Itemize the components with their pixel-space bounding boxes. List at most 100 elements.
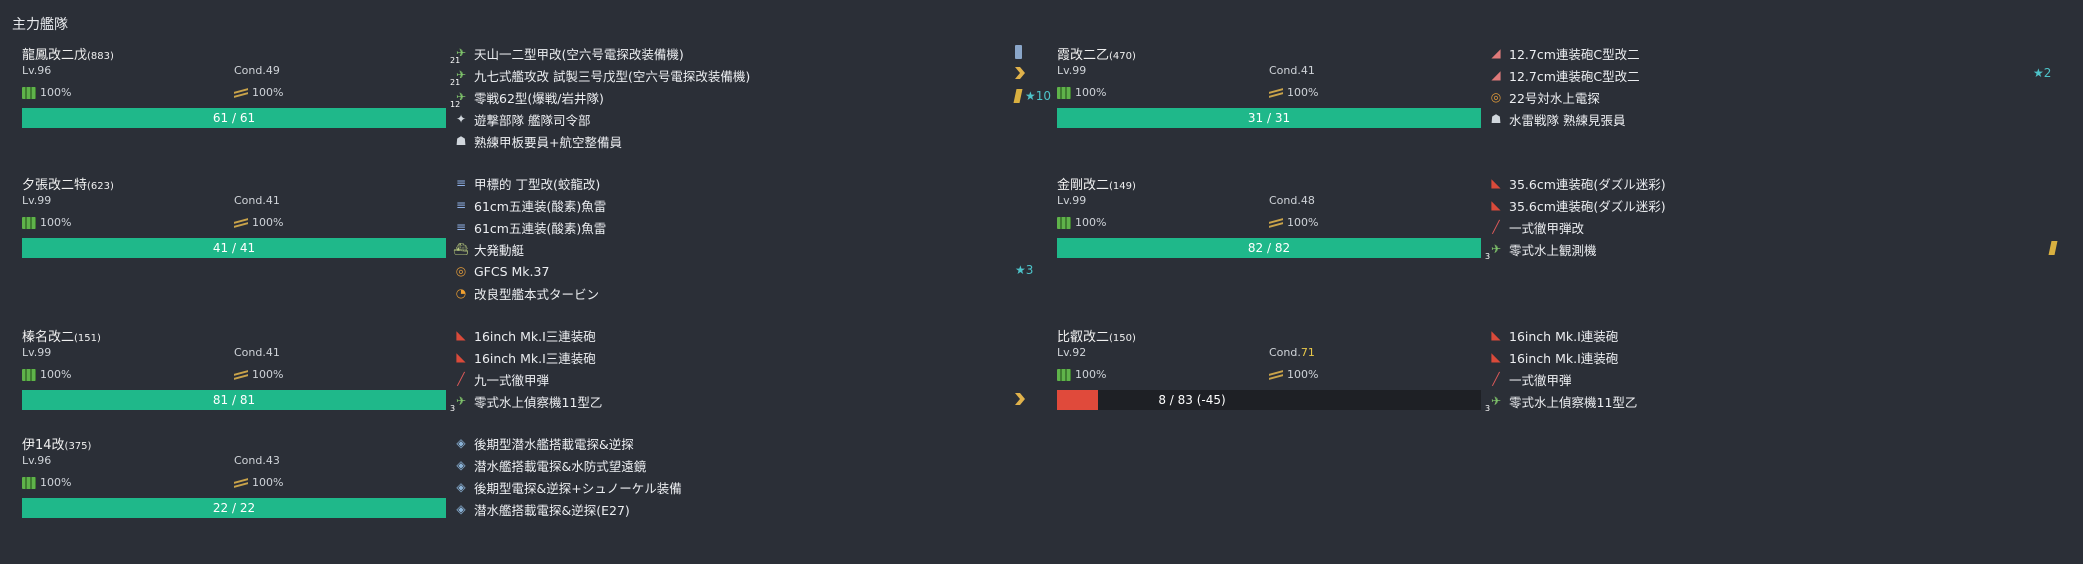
ship-name[interactable]: 伊14改(375) (22, 434, 91, 453)
equipment-name: 熟練甲板要員+航空整備員 (474, 134, 622, 150)
equipment-slot[interactable]: ⛴ 大発動艇 (452, 238, 1052, 260)
equipment-list: ◣ 35.6cm連装砲(ダズル迷彩) ◣ 35.6cm連装砲(ダズル迷彩) ╱ 一式徹甲弾… (1484, 172, 2083, 261)
equipment-name: 16inch Mk.I三連装砲 (474, 328, 596, 344)
equipment-slot[interactable]: ◔ 改良型艦本式タービン (452, 282, 1052, 304)
fuel-icon (1057, 368, 1071, 381)
ship-card[interactable]: 霞改二乙(470) Lv.99 Cond.41 100% 100% 31 / 31 ◢ 12.… (1047, 44, 2083, 174)
equipment-slot[interactable]: ◢ 12.7cm連装砲C型改二 (1487, 42, 2083, 64)
equipment-slot[interactable]: ◈ 後期型電探&逆探+シュノーケル装備 (452, 476, 1052, 498)
shell-icon: ╱ (457, 372, 465, 386)
slot-count: 3 (1484, 404, 1492, 413)
ship-name-text: 龍鳳改二戊 (22, 48, 88, 63)
equipment-name: 61cm五連装(酸素)魚雷 (474, 198, 607, 214)
equipment-extras (2048, 241, 2058, 255)
sonar-icon: ◈ (456, 480, 466, 494)
equipment-slot[interactable]: ◈ 潜水艦搭載電探&水防式望遠鏡 (452, 454, 1052, 476)
ship-name-text: 夕張改二特 (22, 178, 88, 193)
equipment-slot[interactable]: ✈ 21 天山一二型甲改(空六号電探改装備機) (449, 42, 1052, 65)
ship-level: Lv.99 (1057, 64, 1087, 77)
proficiency-icon (1013, 89, 1023, 103)
ammo-value: 100% (252, 86, 284, 99)
fuel-status: 100% (1057, 368, 1106, 381)
ammo-status: 100% (234, 368, 283, 381)
equipment-slot[interactable]: ✈ 3 零式水上偵察機11型乙 (449, 390, 1052, 413)
hp-bar-fill (22, 498, 446, 518)
ship-level: Lv.99 (22, 346, 52, 359)
ship-name-text: 比叡改二 (1057, 330, 1110, 345)
equipment-slot[interactable]: ◣ 16inch Mk.I三連装砲 (452, 346, 1052, 368)
equipment-slot[interactable]: ◎ GFCS Mk.37 ★3 (452, 260, 1052, 282)
ship-name[interactable]: 夕張改二特(623) (22, 174, 114, 193)
ammo-value: 100% (252, 476, 284, 489)
equipment-slot[interactable]: ≡ 甲標的 丁型改(蛟龍改) (452, 172, 1052, 194)
ship-card[interactable]: 夕張改二特(623) Lv.99 Cond.41 100% 100% 41 / 41 ≡ 甲標… (12, 174, 1052, 304)
ship-name[interactable]: 霞改二乙(470) (1057, 44, 1136, 63)
equipment-slot[interactable]: ≡ 61cm五連装(酸素)魚雷 (452, 216, 1052, 238)
slot-count: 21 (449, 56, 462, 65)
equipment-slot[interactable]: ◎ 22号対水上電探 (1487, 86, 2083, 108)
cond-label: Cond. (234, 64, 266, 77)
ship-name[interactable]: 金剛改二(149) (1057, 174, 1136, 193)
equipment-name: 零戦62型(爆戦/岩井隊) (474, 90, 604, 106)
torpedo-icon: ≡ (455, 176, 467, 190)
hp-bar-fill (22, 390, 446, 410)
equipment-name: 後期型電探&逆探+シュノーケル装備 (474, 480, 682, 496)
equipment-extras: ★10 (1013, 89, 1051, 103)
hp-bar-fill (22, 108, 446, 128)
cond-value: 41 (265, 346, 280, 359)
gun-icon: ◢ (1491, 68, 1501, 82)
equipment-slot[interactable]: ✈ 12 零戦62型(爆戦/岩井隊) ★10 (449, 86, 1052, 109)
equipment-slot[interactable]: ╱ 一式徹甲弾改 (1487, 216, 2083, 238)
ship-level: Lv.96 (22, 64, 52, 77)
ship-name[interactable]: 榛名改二(151) (22, 326, 101, 345)
ammo-value: 100% (1287, 86, 1319, 99)
fuel-status: 100% (22, 86, 71, 99)
equipment-name: 12.7cm連装砲C型改二 (1509, 68, 1640, 84)
ammo-status: 100% (234, 216, 283, 229)
equipment-slot[interactable]: ◣ 35.6cm連装砲(ダズル迷彩) (1487, 194, 2083, 216)
equipment-name: 35.6cm連装砲(ダズル迷彩) (1509, 198, 1666, 214)
fuel-status: 100% (22, 476, 71, 489)
equipment-slot[interactable]: ◣ 16inch Mk.I連装砲 (1487, 346, 2083, 368)
ship-level: Lv.99 (22, 194, 52, 207)
ship-name[interactable]: 比叡改二(150) (1057, 326, 1136, 345)
ship-level: Lv.92 (1057, 346, 1087, 359)
ship-card[interactable]: 金剛改二(149) Lv.99 Cond.48 100% 100% 82 / 82 ◣ 35.… (1047, 174, 2083, 304)
equipment-slot[interactable]: ╱ 一式徹甲弾 (1487, 368, 2083, 390)
hp-bar: 8 / 83 (-45) (1057, 390, 1481, 410)
equipment-slot[interactable]: ☗ 水雷戦隊 熟練見張員 (1487, 108, 2083, 130)
equipment-slot[interactable]: ◢ 12.7cm連装砲C型改二 (1487, 64, 2083, 86)
equipment-name: 水雷戦隊 熟練見張員 (1509, 112, 1626, 128)
equipment-slot[interactable]: ✈ 3 零式水上観測機 (1484, 238, 2083, 261)
ship-condition: Cond.41 (234, 194, 280, 207)
ship-card[interactable]: 龍鳳改二戊(883) Lv.96 Cond.49 100% 100% 61 / 61 ✈ 21… (12, 44, 1052, 174)
equipment-slot[interactable]: ◣ 16inch Mk.I連装砲 (1487, 324, 2083, 346)
hp-text: 31 / 31 (1247, 111, 1291, 125)
torpedo-icon: ≡ (455, 220, 467, 234)
ship-condition: Cond.43 (234, 454, 280, 467)
equipment-slot[interactable]: ✈ 3 零式水上偵察機11型乙 (1484, 390, 2083, 413)
ship-level: Lv.99 (1057, 194, 1087, 207)
equipment-slot[interactable]: ✦ 遊撃部隊 艦隊司令部 (452, 108, 1052, 130)
cond-label: Cond. (1269, 194, 1301, 207)
ship-card[interactable]: 榛名改二(151) Lv.99 Cond.41 100% 100% 81 / 81 ◣ 16i… (12, 326, 1052, 456)
equipment-slot[interactable]: ◈ 潜水艦搭載電探&逆探(E27) (452, 498, 1052, 520)
hp-text: 22 / 22 (212, 501, 256, 515)
ship-card[interactable]: 伊14改(375) Lv.96 Cond.43 100% 100% 22 / 22 ◈ 後期型… (12, 434, 1052, 564)
hp-bar: 61 / 61 (22, 108, 446, 128)
equipment-slot[interactable]: ◣ 16inch Mk.I三連装砲 (452, 324, 1052, 346)
crew-icon: ☗ (455, 134, 467, 148)
ship-condition: Cond.41 (234, 346, 280, 359)
equipment-name: 零式水上偵察機11型乙 (1509, 394, 1638, 410)
equipment-slot[interactable]: ≡ 61cm五連装(酸素)魚雷 (452, 194, 1052, 216)
equipment-slot[interactable]: ╱ 九一式徹甲弾 (452, 368, 1052, 390)
ship-id: (375) (64, 441, 92, 452)
equipment-slot[interactable]: ◣ 35.6cm連装砲(ダズル迷彩) (1487, 172, 2083, 194)
ship-card[interactable]: 比叡改二(150) Lv.92 Cond.71 100% 100% 8 / 83 (-45… (1047, 326, 2083, 456)
equipment-slot[interactable]: ◈ 後期型潜水艦搭載電探&逆探 (452, 432, 1052, 454)
ship-name[interactable]: 龍鳳改二戊(883) (22, 44, 114, 63)
radar-icon: ◎ (455, 264, 467, 278)
fuel-value: 100% (40, 368, 72, 381)
equipment-slot[interactable]: ✈ 21 九七式艦攻改 試製三号戊型(空六号電探改装備機) (449, 64, 1052, 87)
equipment-slot[interactable]: ☗ 熟練甲板要員+航空整備員 (452, 130, 1052, 152)
